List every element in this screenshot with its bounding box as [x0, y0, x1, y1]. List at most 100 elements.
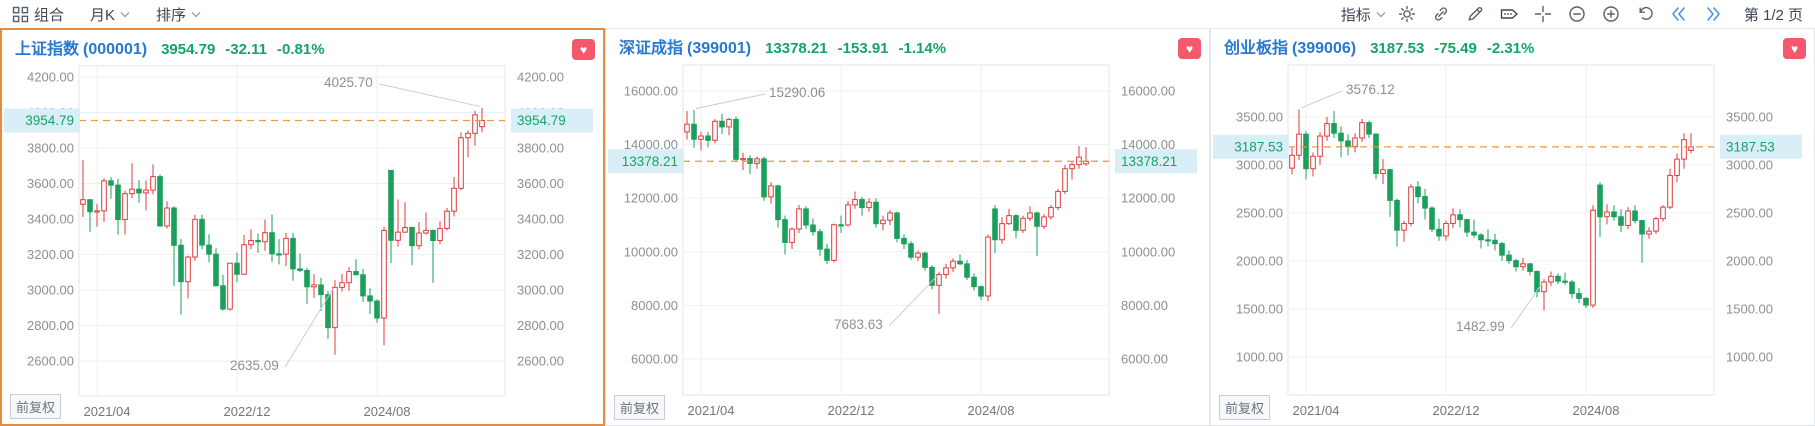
candle — [1513, 260, 1519, 268]
portfolio-label: 组合 — [34, 6, 65, 24]
favorite-button[interactable]: ♥ — [1783, 38, 1806, 59]
candle — [775, 185, 781, 221]
candle — [1534, 270, 1540, 293]
y-axis-label: 2500.00 — [1726, 205, 1773, 220]
candle — [101, 180, 107, 212]
page-prev-button[interactable] — [1666, 2, 1692, 26]
candle — [1492, 239, 1498, 245]
settings-button[interactable] — [1394, 2, 1420, 26]
candle — [1401, 222, 1407, 231]
candle — [304, 269, 310, 288]
candle — [936, 274, 942, 286]
chevron-down-icon — [1376, 11, 1386, 18]
candle — [985, 236, 991, 297]
panel-header: 深证成指 (399001) 13378.21 -153.91 -1.14% — [619, 34, 946, 58]
label-button[interactable] — [1496, 2, 1522, 26]
y-axis-label: 3400.00 — [27, 212, 74, 227]
candlestick-chart[interactable]: 16000.00 16000.00 14000.00 14000.00 12000.00… — [606, 61, 1207, 425]
index-name: 上证指数 — [15, 41, 80, 58]
candle — [367, 295, 373, 302]
favorite-button[interactable]: ♥ — [1178, 38, 1201, 59]
heart-icon: ♥ — [1185, 41, 1194, 56]
chart-grid: 上证指数 (000001) 3954.79 -32.11 -0.81% ♥ 42… — [0, 28, 1815, 426]
candle — [838, 224, 844, 227]
candle — [185, 256, 191, 283]
y-axis-label: 2000.00 — [1236, 253, 1283, 268]
double-chevron-left-icon — [1669, 5, 1689, 23]
candle — [178, 244, 184, 283]
candle — [1499, 243, 1505, 256]
minus-circle-icon — [1567, 4, 1587, 24]
x-axis-label: 2024/08 — [1573, 403, 1620, 418]
candlestick-chart[interactable]: 3500.00 3500.00 3000.00 3000.00 2500.00 2500.… — [1211, 61, 1812, 425]
candle — [915, 252, 921, 258]
candle — [458, 137, 464, 189]
candle — [1296, 133, 1302, 156]
link-icon — [1431, 4, 1451, 24]
panel-chinext-index[interactable]: 创业板指 (399006) 3187.53 -75.49 -2.31% ♥ 35… — [1210, 28, 1815, 426]
candle — [1394, 199, 1400, 231]
candle — [1471, 231, 1477, 236]
sort-dropdown[interactable]: 排序 — [156, 4, 201, 25]
y-axis-label: 3600.00 — [517, 176, 564, 191]
x-axis-label: 2021/04 — [688, 403, 735, 418]
candle — [409, 227, 415, 247]
x-axis-label: 2022/12 — [224, 404, 271, 419]
chevron-down-icon — [191, 11, 201, 18]
y-axis-label: 16000.00 — [1121, 83, 1175, 98]
y-axis-label: 2500.00 — [1236, 205, 1283, 220]
candle — [1527, 263, 1533, 272]
price-change: -75.49 — [1434, 40, 1477, 57]
candle — [1055, 191, 1061, 209]
undo-button[interactable] — [1632, 2, 1658, 26]
heart-icon: ♥ — [579, 42, 588, 57]
y-axis-label: 2800.00 — [517, 318, 564, 333]
zoom-out-button[interactable] — [1564, 2, 1590, 26]
y-axis-label: 6000.00 — [631, 352, 678, 367]
link-button[interactable] — [1428, 2, 1454, 26]
candle — [1597, 184, 1603, 218]
candle — [199, 218, 205, 246]
panel-shanghai-index[interactable]: 上证指数 (000001) 3954.79 -32.11 -0.81% ♥ 42… — [0, 28, 605, 426]
sort-label: 排序 — [156, 6, 187, 24]
candle — [1653, 218, 1659, 232]
candle — [136, 188, 142, 194]
candle — [395, 231, 401, 241]
crosshair-button[interactable] — [1530, 2, 1556, 26]
candlestick-chart[interactable]: 4200.004200.004000.004000.003800.003800.… — [2, 62, 603, 426]
zoom-in-button[interactable] — [1598, 2, 1624, 26]
candle — [929, 266, 935, 286]
favorite-button[interactable]: ♥ — [572, 39, 595, 60]
index-name: 深证成指 — [619, 40, 684, 57]
index-code: (000001) — [83, 41, 148, 58]
candle — [1359, 122, 1365, 139]
high-price-annotation: 4025.70 — [324, 75, 373, 90]
candle — [465, 132, 471, 139]
edit-button[interactable] — [1462, 2, 1488, 26]
y-axis-label: 12000.00 — [624, 191, 678, 206]
candle — [1429, 207, 1435, 230]
candle — [803, 208, 809, 226]
adjust-mode-button[interactable]: 前复权 — [614, 395, 666, 420]
current-price-chip: 3187.53 — [1234, 139, 1283, 154]
y-axis-label: 16000.00 — [624, 83, 678, 98]
layout-grid-button[interactable]: 组合 — [12, 4, 64, 25]
candle — [1289, 154, 1295, 169]
adjust-mode-button[interactable]: 前复权 — [10, 394, 62, 419]
candle — [360, 274, 366, 297]
candle — [1478, 234, 1484, 241]
candle — [698, 135, 704, 140]
panel-shenzhen-index[interactable]: 深证成指 (399001) 13378.21 -153.91 -1.14% ♥ … — [605, 28, 1210, 426]
indicator-dropdown[interactable]: 指标 — [1341, 4, 1386, 25]
candle — [241, 244, 247, 275]
y-axis-label: 2800.00 — [27, 318, 74, 333]
candle — [684, 123, 690, 133]
candle — [115, 184, 121, 221]
adjust-mode-button[interactable]: 前复权 — [1219, 395, 1271, 420]
page-next-button[interactable] — [1700, 2, 1726, 26]
heart-icon: ♥ — [1790, 41, 1799, 56]
candle — [1062, 168, 1068, 193]
candle — [444, 210, 450, 229]
candle — [374, 300, 380, 319]
period-dropdown[interactable]: 月K — [90, 4, 130, 25]
